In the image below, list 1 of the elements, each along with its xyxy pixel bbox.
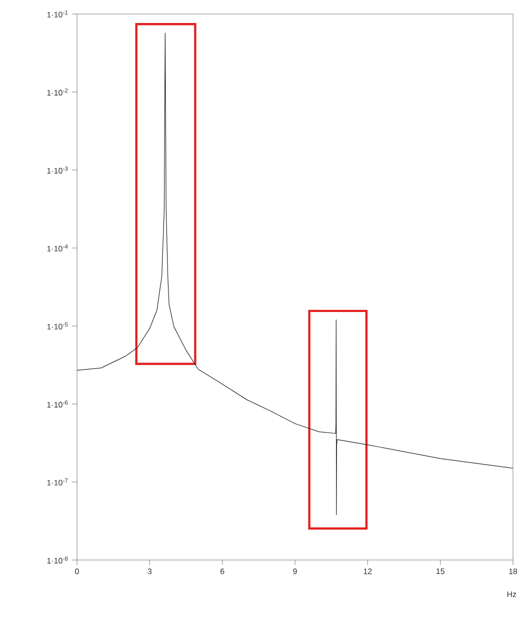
line-series	[76, 32, 514, 516]
